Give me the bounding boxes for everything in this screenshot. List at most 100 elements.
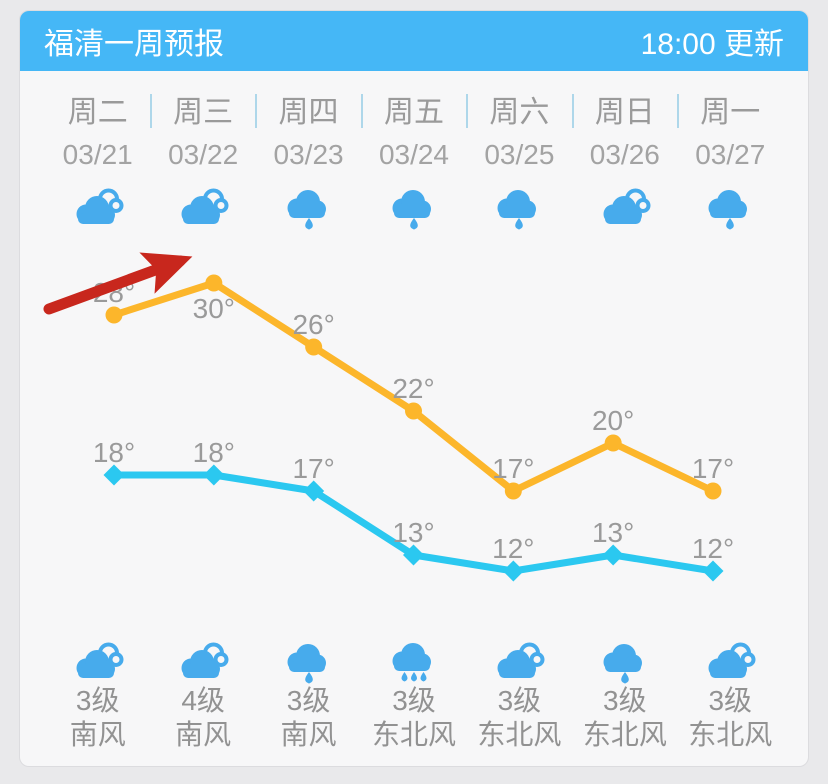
night-weather-icon-cell [256,637,361,689]
low-temp-point [403,544,424,566]
low-temp-label: 12° [692,533,734,564]
low-temp-label: 13° [592,517,634,548]
date-label: 03/27 [695,139,766,170]
high-temp-label: 22° [392,373,434,404]
date-label: 03/23 [273,139,344,170]
forecast-card: 福清一周预报 18:00 更新 周二 周三 周四 周五 周六 周日 周一 03/21 03/2… [19,10,809,767]
high-temp-point [205,274,223,292]
high-temp-label: 17° [692,453,734,484]
weekday-label: 周三 [173,96,234,129]
wind-direction-label: 东北风 [371,719,456,750]
wind-level-label: 3级 [286,685,331,716]
low-temp-point [502,560,524,582]
high-temp-label: 20° [592,405,634,436]
wind-direction-label: 东北风 [477,719,562,750]
cloudy-icon [76,642,124,678]
high-temp-label: 28° [93,277,135,308]
high-temp-point [105,306,123,324]
wind-direction-row: 南风 南风 南风 东北风 东北风 东北风 东北风 [45,718,783,752]
day-weather-icon-cell [678,183,783,235]
night-weather-icon-cell [572,637,677,689]
low-temp-line [110,471,717,575]
night-weather-icon-cell [467,637,572,689]
high-temp-point [405,402,422,420]
column-divider [255,94,258,128]
day-weather-icon-cell [361,183,466,235]
wind-level-row: 3级 4级 3级 3级 3级 3级 3级 [45,684,783,718]
high-temp-line [110,279,717,495]
low-temp-label: 18° [193,437,235,468]
low-temp-label: 12° [492,533,534,564]
weekday-row: 周二 周三 周四 周五 周六 周日 周一 [45,89,783,129]
wind-direction-label: 南风 [69,719,126,750]
column-divider [360,94,363,128]
wind-level-label: 3级 [497,685,542,716]
light-rain-icon [497,190,537,230]
light-rain-icon [708,190,748,230]
high-temp-point [504,482,522,500]
low-temp-label: 17° [292,453,334,484]
night-weather-icon-cell [678,637,783,689]
wind-level-label: 3级 [75,685,120,716]
high-temp-label: 26° [292,309,334,340]
night-weather-icon-cell [150,637,255,689]
weekday-label: 周一 [700,96,761,129]
low-temp-point [303,480,325,502]
forecast-content: 周二 周三 周四 周五 周六 周日 周一 03/21 03/22 03/23 03/24 03/25… [20,71,808,765]
low-temp-label: 13° [392,517,434,548]
wind-level-label: 3级 [708,685,753,716]
cloudy-icon [181,642,229,678]
light-rain-icon [603,644,642,684]
day-weather-icon-row [45,183,783,235]
cloudy-icon [497,642,545,678]
day-weather-icon-cell [256,183,361,235]
high-temp-point [604,434,622,452]
wind-direction-label: 东北风 [688,719,773,750]
low-temp-label: 18° [93,437,135,468]
night-weather-icon-cell [45,637,150,689]
wind-direction-label: 东北风 [582,719,667,750]
column-divider [149,94,152,128]
weekday-label: 周日 [594,96,655,129]
wind-level-label: 3级 [603,685,647,716]
date-label: 03/25 [484,139,555,170]
day-weather-icon-cell [572,183,677,235]
night-weather-icon-cell [361,637,466,689]
cloudy-icon [603,188,651,224]
day-weather-icon-cell [45,183,150,235]
light-rain-icon [287,190,326,230]
weekday-label: 周二 [67,96,128,129]
wind-direction-label: 南风 [280,719,337,750]
weekday-label: 周六 [489,96,550,129]
cloudy-icon [76,188,124,224]
date-label: 03/26 [589,139,660,170]
weekday-label: 周四 [278,96,339,129]
cloudy-icon [708,642,756,678]
column-divider [466,94,469,128]
cloudy-icon [181,188,229,224]
day-weather-icon-cell [150,183,255,235]
low-temp-point [203,464,225,486]
low-temp-point [702,560,724,582]
low-temp-point [103,464,125,486]
column-divider [677,94,680,128]
light-rain-icon [287,644,326,684]
update-time: 18:00 更新 [640,28,784,61]
weekday-label: 周五 [383,96,444,129]
high-temp-point [305,338,323,356]
card-header: 福清一周预报 18:00 更新 [20,11,808,71]
date-row: 03/21 03/22 03/23 03/24 03/25 03/26 03/27 [45,139,783,171]
red-arrow-annotation [43,252,193,315]
wind-level-label: 3级 [392,685,436,716]
night-weather-icon-row [45,637,783,689]
page-title: 福清一周预报 [44,28,224,61]
wind-level-label: 4级 [181,685,225,716]
high-temp-label: 17° [492,453,534,484]
high-temp-label: 30° [193,293,235,324]
low-temp-point [602,544,624,566]
date-label: 03/24 [378,139,450,170]
high-temp-point [704,482,722,500]
light-rain-icon [392,190,431,230]
column-divider [571,94,574,128]
day-weather-icon-cell [467,183,572,235]
